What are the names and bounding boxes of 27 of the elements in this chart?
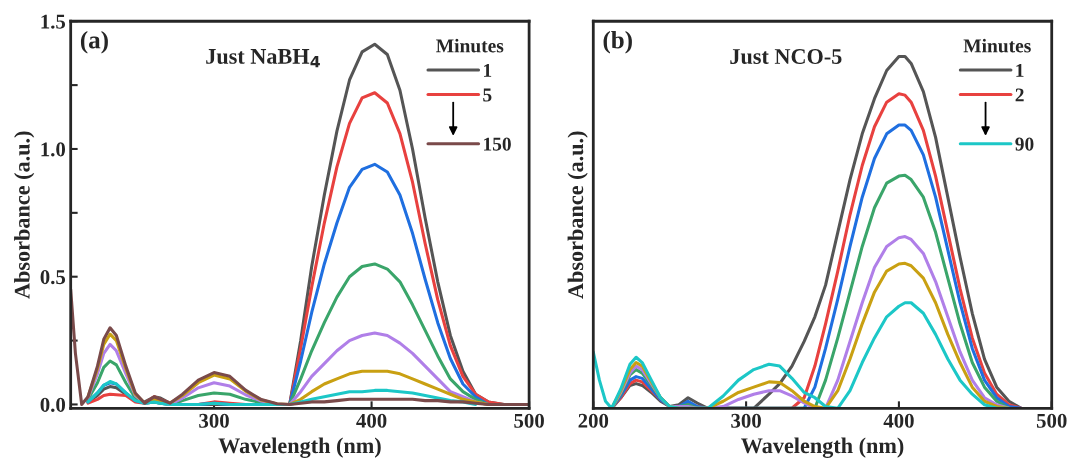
x-tick-label: 400: [883, 413, 914, 428]
legend-label: 5: [483, 88, 492, 102]
y-tick-label: 0.5: [40, 270, 66, 285]
legend-title: Minutes: [436, 38, 504, 53]
x-tick-label: 200: [578, 413, 609, 428]
x-tick-label: 500: [514, 413, 544, 428]
y-tick-label: 0.0: [40, 397, 66, 412]
x-tick-label: 300: [731, 413, 761, 428]
y-axis-title: Absorbance (a.u.): [567, 131, 588, 299]
legend-label: 2: [1015, 88, 1024, 102]
y-tick-label: 1.5: [41, 14, 66, 29]
text: (b): [603, 30, 632, 54]
annotation: (a): [80, 30, 108, 54]
legend-label: 150: [484, 137, 511, 151]
x-tick-label: 400: [356, 413, 387, 428]
x-tick-label: 500: [1036, 413, 1067, 428]
chart-title: Just NCO-5: [730, 49, 842, 65]
x-axis-title: Wavelength (nm): [218, 437, 381, 458]
legend-label: 1: [1016, 63, 1024, 77]
x-axis-title: Wavelength (nm): [741, 437, 904, 458]
y-axis-title: Absorbance (a.u.): [14, 131, 35, 299]
legend-label: 90: [1015, 137, 1034, 151]
x-tick-label: 300: [199, 413, 229, 428]
y-tick-label: 1.0: [41, 142, 66, 157]
legend-label: 1: [484, 63, 492, 77]
legend-title: Minutes: [963, 38, 1031, 53]
text: Just NaBH$_{4}$: [206, 49, 320, 68]
